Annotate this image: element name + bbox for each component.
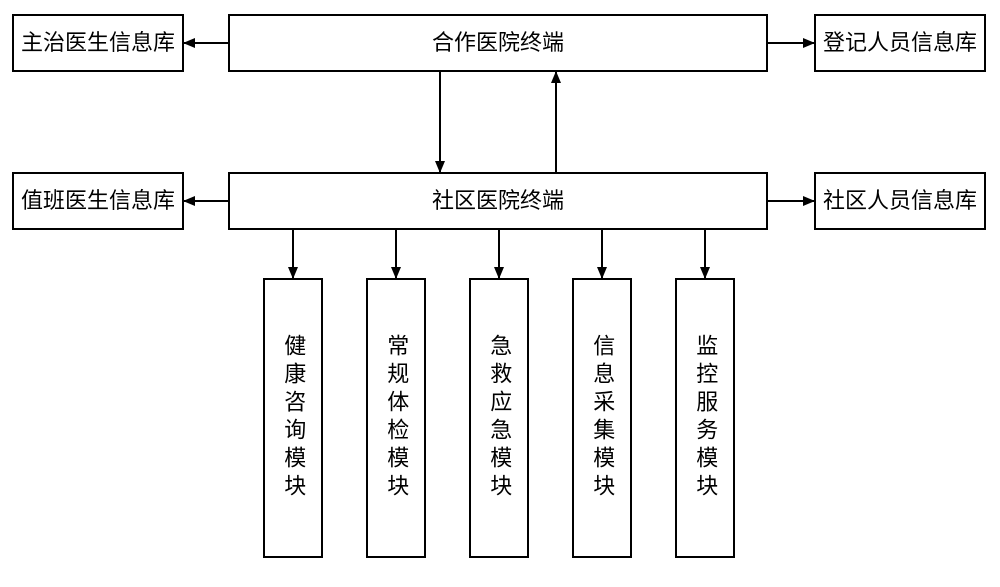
node-top-center: 合作医院终端 [228, 14, 768, 72]
node-top-left: 主治医生信息库 [12, 14, 184, 72]
node-label: 监控服务模块 [691, 334, 720, 502]
node-module-4: 信息采集模块 [572, 278, 632, 558]
node-mid-center: 社区医院终端 [228, 172, 768, 230]
node-label: 急救应急模块 [485, 334, 514, 502]
node-label: 常规体检模块 [382, 334, 411, 502]
node-module-2: 常规体检模块 [366, 278, 426, 558]
node-label: 健康咨询模块 [279, 334, 308, 502]
node-label: 主治医生信息库 [21, 30, 175, 56]
node-module-5: 监控服务模块 [675, 278, 735, 558]
node-label: 值班医生信息库 [21, 188, 175, 214]
diagram-canvas: 主治医生信息库 合作医院终端 登记人员信息库 值班医生信息库 社区医院终端 社区… [0, 0, 1000, 587]
node-label: 社区医院终端 [432, 188, 564, 214]
node-label: 登记人员信息库 [823, 30, 977, 56]
node-module-1: 健康咨询模块 [263, 278, 323, 558]
node-top-right: 登记人员信息库 [814, 14, 986, 72]
node-label: 社区人员信息库 [823, 188, 977, 214]
node-label: 合作医院终端 [432, 30, 564, 56]
node-mid-left: 值班医生信息库 [12, 172, 184, 230]
node-module-3: 急救应急模块 [469, 278, 529, 558]
node-mid-right: 社区人员信息库 [814, 172, 986, 230]
node-label: 信息采集模块 [588, 334, 617, 502]
